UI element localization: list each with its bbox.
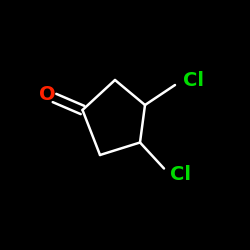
- Text: Cl: Cl: [182, 70, 204, 90]
- Text: O: O: [39, 86, 56, 104]
- Text: Cl: Cl: [170, 166, 191, 184]
